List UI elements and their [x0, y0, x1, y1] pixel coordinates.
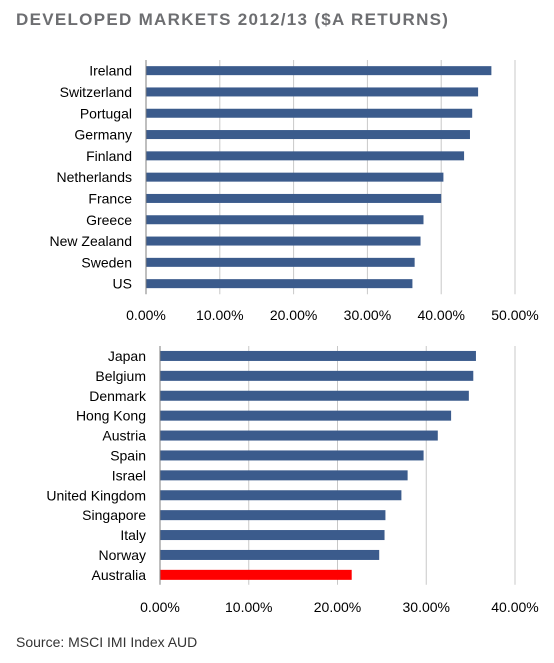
x-tick-label: 40.00%	[491, 599, 538, 615]
category-label: Finland	[86, 148, 132, 164]
x-tick-label: 30.00%	[403, 599, 450, 615]
category-label: Spain	[110, 447, 146, 463]
bar-italy	[160, 530, 385, 541]
x-tick-label: 20.00%	[270, 307, 317, 323]
category-label: Greece	[86, 212, 132, 228]
bar-new-zealand	[146, 236, 421, 246]
category-label: Singapore	[82, 507, 146, 523]
bar-denmark	[160, 390, 469, 401]
bar-france	[146, 193, 442, 203]
category-label: New Zealand	[50, 233, 133, 249]
chart-title: DEVELOPED MARKETS 2012/13 ($A RETURNS)	[16, 10, 450, 29]
x-tick-label: 40.00%	[417, 307, 464, 323]
bar-greece	[146, 215, 424, 225]
x-tick-label: 10.00%	[225, 599, 272, 615]
bar-hong-kong	[160, 410, 452, 421]
category-label: Ireland	[89, 63, 132, 79]
bar-israel	[160, 470, 408, 481]
category-label: Israel	[112, 467, 146, 483]
bar-austria	[160, 430, 438, 441]
bar-singapore	[160, 510, 386, 521]
x-tick-label: 20.00%	[314, 599, 361, 615]
category-label: Denmark	[89, 388, 147, 404]
category-label: Italy	[120, 527, 146, 543]
bar-spain	[160, 450, 424, 461]
category-label: US	[113, 276, 132, 292]
bar-switzerland	[146, 87, 479, 97]
bar-finland	[146, 151, 465, 161]
category-label: United Kingdom	[46, 487, 146, 503]
bar-belgium	[160, 370, 474, 381]
category-label: Hong Kong	[76, 408, 146, 424]
x-tick-label: 30.00%	[344, 307, 391, 323]
bar-united-kingdom	[160, 490, 402, 501]
category-label: Japan	[108, 348, 146, 364]
bar-us	[146, 279, 413, 289]
bar-germany	[146, 130, 470, 140]
chart-developed-markets-top: 0.00% 10.00% 20.00% 30.00% 40.00% 50.00% Irela…	[50, 60, 539, 323]
bar-ireland	[146, 66, 492, 76]
category-label: Austria	[102, 428, 146, 444]
bar-sweden	[146, 257, 415, 267]
category-label: France	[88, 190, 132, 206]
source-note: Source: MSCI IMI Index AUD	[16, 634, 198, 650]
chart-developed-markets-bottom: 0.00% 10.00% 20.00% 30.00% 40.00% Japan Belgiu…	[46, 346, 539, 615]
category-label: Norway	[99, 547, 146, 563]
bar-netherlands	[146, 172, 444, 182]
bar-norway	[160, 549, 380, 560]
bar-japan	[160, 350, 476, 361]
category-label: Australia	[92, 567, 147, 583]
category-label: Switzerland	[60, 84, 132, 100]
category-label: Netherlands	[57, 169, 133, 185]
x-tick-label: 0.00%	[140, 599, 180, 615]
category-label: Sweden	[81, 254, 132, 270]
category-label: Belgium	[95, 368, 146, 384]
category-label: Germany	[74, 127, 132, 143]
bar-portugal	[146, 108, 473, 118]
bar-australia	[160, 569, 352, 580]
x-tick-label: 10.00%	[196, 307, 243, 323]
x-tick-label: 0.00%	[126, 307, 166, 323]
x-tick-label: 50.00%	[491, 307, 538, 323]
category-label: Portugal	[80, 105, 132, 121]
